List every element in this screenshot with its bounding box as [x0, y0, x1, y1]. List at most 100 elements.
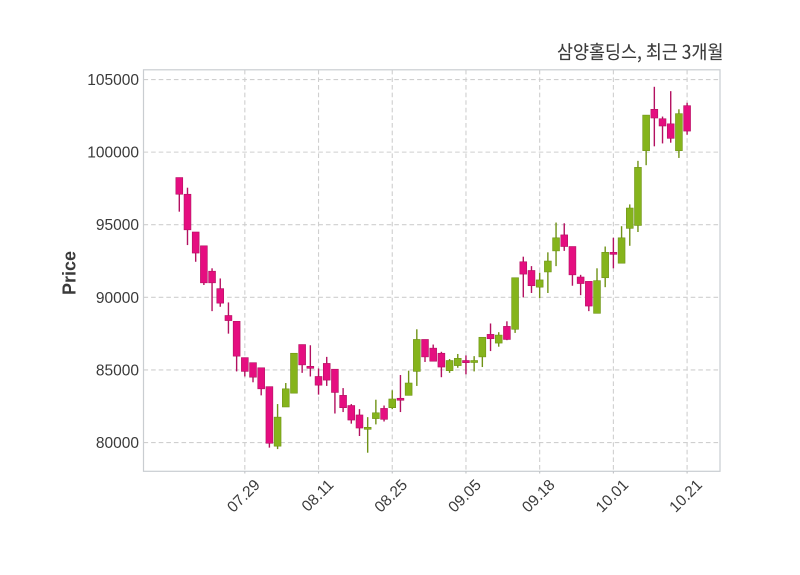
candle-body [576, 276, 585, 284]
candle-up [675, 109, 683, 158]
candle-down [683, 102, 691, 135]
candle-up [273, 404, 282, 450]
candle-body [609, 252, 618, 255]
candle-body [568, 246, 577, 276]
candle-down [666, 91, 675, 143]
candle-body [372, 412, 380, 419]
candle-up [634, 160, 642, 232]
candle-body [339, 395, 347, 408]
candle-down [331, 368, 339, 414]
candle-body [454, 358, 462, 366]
candle-body [282, 388, 290, 408]
candle-body [191, 231, 200, 254]
candle-body [445, 360, 454, 371]
y-tick-label: 95000 [96, 217, 139, 234]
candle-body [216, 288, 225, 304]
candle-down [585, 281, 593, 312]
candle-wick [399, 375, 402, 413]
candle-down [306, 345, 315, 377]
y-tick-label: 80000 [96, 435, 139, 452]
candle-body [601, 252, 609, 279]
candle-wick [661, 116, 664, 144]
candle-up [535, 272, 544, 299]
candle-wick [309, 345, 312, 377]
candle-up [413, 329, 421, 386]
candle-body [290, 352, 298, 394]
candle-down [257, 367, 265, 396]
candle-body [634, 167, 642, 226]
y-tick-label: 90000 [96, 290, 139, 307]
candle-up [454, 353, 462, 368]
candle-down [560, 223, 568, 251]
y-tick-label: 100000 [87, 145, 139, 162]
candle-up [593, 268, 601, 314]
candle-down [208, 268, 216, 312]
candle-down [224, 302, 233, 334]
candle-wick [178, 177, 180, 212]
candle-up [544, 252, 552, 293]
candle-up [626, 204, 634, 246]
candle-body [314, 376, 323, 386]
candle-body [413, 339, 421, 372]
candle-down [503, 321, 511, 341]
candle-body [404, 382, 413, 396]
candle-body [478, 336, 487, 358]
plot-area-border [142, 69, 721, 472]
candle-body [494, 334, 503, 344]
candle-body [331, 368, 339, 393]
candle-body [642, 114, 650, 151]
candle-down [527, 266, 536, 293]
candle-body [511, 277, 519, 330]
candle-down [298, 344, 306, 373]
candle-wick [211, 268, 213, 312]
candle-body [585, 281, 593, 307]
plot-area-background [143, 69, 720, 472]
candle-up [601, 246, 609, 288]
candle-body [183, 193, 192, 231]
candle-up [470, 356, 478, 372]
candlestick-series [175, 86, 691, 453]
candle-up [494, 332, 503, 347]
candle-down [462, 355, 470, 375]
candle-body [265, 386, 274, 444]
chart-title-text-outline [557, 42, 722, 63]
candle-up [511, 277, 519, 333]
candle-body [470, 360, 478, 363]
candle-body [683, 105, 691, 132]
candle-down [339, 388, 347, 413]
candle-body [363, 427, 372, 430]
candle-body [535, 279, 544, 288]
candle-body [241, 357, 249, 372]
candle-body [544, 260, 552, 273]
candle-wick [366, 417, 369, 453]
y-tick-label: 105000 [87, 72, 139, 89]
candle-down [265, 386, 274, 448]
candle-body [527, 270, 536, 287]
candle-body [675, 113, 683, 151]
candle-body [437, 352, 446, 368]
chart-title [557, 42, 722, 63]
candle-wick [579, 274, 582, 296]
candle-body [486, 334, 495, 340]
candle-down [437, 351, 446, 378]
candle-wick [547, 252, 549, 293]
candle-body [617, 237, 626, 264]
candle-wick [375, 399, 377, 425]
candle-body [380, 408, 388, 420]
candle-down [347, 404, 356, 424]
candle-body [273, 416, 282, 447]
candle-body [666, 123, 675, 139]
candle-wick [522, 256, 524, 298]
candle-wick [473, 356, 475, 372]
candle-body [462, 360, 470, 363]
y-axis-tick-labels: 80000 85000 90000 95000 100000 105000 [87, 72, 139, 452]
candle-down [658, 116, 667, 144]
candle-body [519, 261, 528, 275]
candle-body [306, 366, 315, 369]
candle-down [429, 344, 437, 362]
candle-body [421, 339, 429, 358]
candle-down [519, 256, 528, 298]
candle-down [421, 339, 429, 362]
